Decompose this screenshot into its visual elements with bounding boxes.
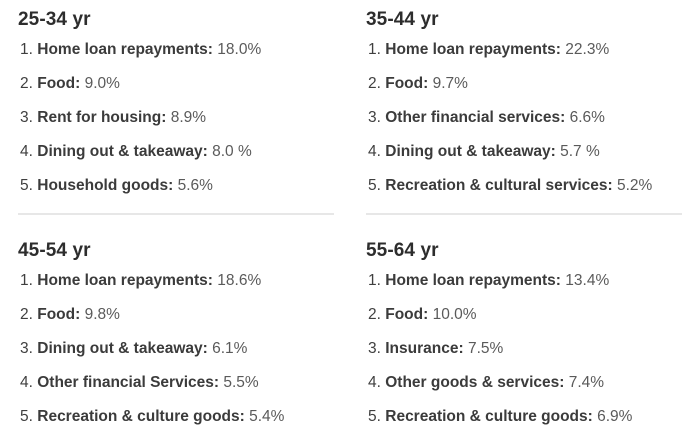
item-label: Food: [37,75,81,92]
item-value: 6.9% [597,408,633,425]
item-value: 22.3% [565,41,610,58]
item-label: Other goods & services: [385,374,565,391]
item-value: 8.9% [170,109,207,126]
item-label: Home loan repayments: [385,41,561,58]
list-item: 5. Recreation & culture goods: 5.4% [18,409,344,425]
top-row: 25-34 yr 1. Home loan repayments: 18.0% … [18,2,692,239]
item-rank: 1. [20,41,33,58]
section-divider [366,213,682,215]
item-value: 6.6% [569,109,605,126]
list-item: 2. Food: 10.0% [366,307,692,323]
item-rank: 4. [368,374,381,391]
item-value: 7.4% [568,374,605,391]
list-item: 1. Home loan repayments: 22.3% [366,42,692,58]
item-rank: 1. [20,272,33,289]
list-item: 3. Other financial services: 6.6% [366,110,692,126]
item-value: 13.4% [565,272,610,289]
item-rank: 2. [368,75,381,92]
item-rank: 3. [368,340,381,357]
list-item: 3. Rent for housing: 8.9% [18,110,344,126]
item-label: Rent for housing: [37,109,167,126]
item-label: Home loan repayments: [37,41,213,58]
age-group-title: 55-64 yr [366,240,439,261]
list-item: 3. Dining out & takeaway: 6.1% [18,341,344,357]
item-label: Food: [385,75,429,92]
age-group-title: 35-44 yr [366,9,439,30]
list-item: 5. Household goods: 5.6% [18,178,344,194]
item-label: Home loan repayments: [37,272,213,289]
item-rank: 3. [368,109,381,126]
age-group-section-25-34: 25-34 yr 1. Home loan repayments: 18.0% … [18,2,344,239]
item-rank: 2. [20,306,33,323]
item-value: 5.6% [177,177,213,194]
item-label: Food: [385,306,429,323]
item-label: Dining out & takeaway: [385,143,556,160]
item-rank: 5. [368,408,381,425]
item-label: Food: [37,306,81,323]
item-rank: 2. [368,306,381,323]
list-item: 2. Food: 9.0% [18,76,344,92]
list-item: 1. Home loan repayments: 13.4% [366,273,692,289]
item-rank: 5. [20,177,33,194]
item-value: 5.4% [249,408,285,425]
item-value: 8.0 % [212,143,252,160]
item-label: Recreation & culture goods: [37,408,245,425]
list-item: 1. Home loan repayments: 18.0% [18,42,344,58]
item-value: 9.8% [84,306,120,323]
list-item: 4. Dining out & takeaway: 8.0 % [18,144,344,160]
item-label: Home loan repayments: [385,272,561,289]
age-group-title: 25-34 yr [18,9,91,30]
item-value: 5.2% [617,177,653,194]
list-item: 5. Recreation & culture goods: 6.9% [366,409,692,425]
item-rank: 2. [20,75,33,92]
item-rank: 5. [368,177,381,194]
list-item: 1. Home loan repayments: 18.6% [18,273,344,289]
item-rank: 1. [368,41,381,58]
item-label: Dining out & takeaway: [37,340,208,357]
item-rank: 3. [20,340,33,357]
age-group-title: 45-54 yr [18,240,91,261]
list-item: 5. Recreation & cultural services: 5.2% [366,178,692,194]
list-item: 4. Other financial Services: 5.5% [18,375,344,391]
item-label: Recreation & culture goods: [385,408,593,425]
item-label: Other financial services: [385,109,566,126]
item-value: 18.6% [217,272,262,289]
item-rank: 4. [20,374,33,391]
item-value: 18.0% [217,41,262,58]
section-divider [18,213,334,215]
age-group-section-35-44: 35-44 yr 1. Home loan repayments: 22.3% … [366,2,692,239]
list-item: 2. Food: 9.8% [18,307,344,323]
item-value: 6.1% [212,340,248,357]
item-label: Insurance: [385,340,464,357]
item-value: 5.7 % [560,143,600,160]
item-label: Household goods: [37,177,174,194]
item-rank: 1. [368,272,381,289]
age-group-section-45-54: 45-54 yr 1. Home loan repayments: 18.6% … [18,239,344,432]
item-rank: 5. [20,408,33,425]
item-label: Other financial Services: [37,374,220,391]
item-label: Dining out & takeaway: [37,143,208,160]
item-rank: 4. [368,143,381,160]
item-rank: 3. [20,109,33,126]
list-item: 2. Food: 9.7% [366,76,692,92]
item-value: 7.5% [467,340,504,357]
bottom-row: 45-54 yr 1. Home loan repayments: 18.6% … [18,239,692,432]
list-item: 4. Dining out & takeaway: 5.7 % [366,144,692,160]
age-group-section-55-64: 55-64 yr 1. Home loan repayments: 13.4% … [366,239,692,432]
list-item: 4. Other goods & services: 7.4% [366,375,692,391]
item-label: Recreation & cultural services: [385,177,613,194]
item-value: 10.0% [432,306,477,323]
list-item: 3. Insurance: 7.5% [366,341,692,357]
item-rank: 4. [20,143,33,160]
item-value: 5.5% [223,374,259,391]
item-value: 9.7% [432,75,468,92]
item-value: 9.0% [84,75,120,92]
